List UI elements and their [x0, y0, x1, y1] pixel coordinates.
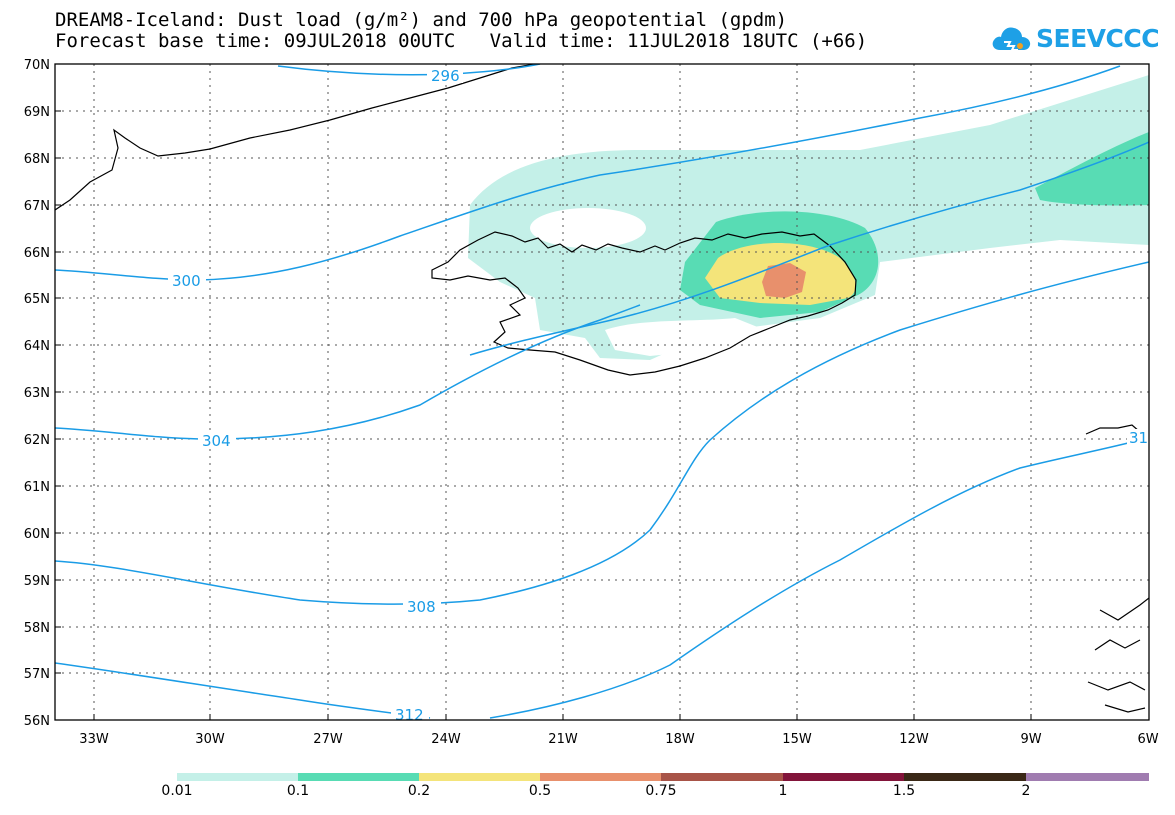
lat-label: 65N [24, 292, 50, 307]
greenland-coast [55, 64, 536, 211]
lat-label: 66N [24, 246, 50, 261]
colorbar-label: 0.75 [645, 783, 677, 799]
lat-label: 63N [24, 386, 50, 401]
dust-region-0.1-east [1035, 132, 1149, 206]
dust-region-0.5 [762, 263, 806, 298]
lon-label: 9W [1020, 732, 1041, 747]
norway-coast [1085, 424, 1141, 435]
colorbar-swatch [661, 773, 783, 781]
lon-label: 6W [1137, 732, 1158, 747]
colorbar-swatch [419, 773, 541, 781]
lat-label: 69N [24, 105, 50, 120]
lat-label: 59N [24, 574, 50, 589]
lat-label: 58N [24, 621, 50, 636]
contour-label-296: 296 [431, 67, 460, 85]
lat-label: 61N [24, 480, 50, 495]
lat-label: 64N [24, 339, 50, 354]
contour-label-304: 304 [202, 432, 231, 450]
white-hole-south [605, 318, 760, 356]
colorbar-label: 0.01 [161, 783, 193, 799]
lat-label: 57N [24, 667, 50, 682]
map-title: DREAM8-Iceland: Dust load (g/m²) and 700… [55, 9, 788, 31]
white-hole [530, 208, 646, 248]
lat-label: 67N [24, 199, 50, 214]
colorbar-swatch [540, 773, 662, 781]
lat-label: 60N [24, 527, 50, 542]
gridlines [55, 64, 1149, 720]
colorbar-label: 1.5 [892, 783, 916, 799]
lat-label: 56N [24, 714, 50, 729]
contour-296 [277, 64, 541, 76]
contour-308 [55, 261, 1149, 605]
latitude-labels: 70N 69N 68N 67N 66N 65N 64N 63N 62N 61N … [24, 58, 50, 729]
lat-label: 68N [24, 152, 50, 167]
lon-label: 18W [665, 732, 695, 747]
lon-label: 21W [548, 732, 578, 747]
colorbar-label: 0.1 [286, 783, 310, 799]
contour-label-312: 312 [395, 706, 424, 724]
colorbar-label: 2 [1021, 783, 1031, 799]
lon-label: 12W [899, 732, 929, 747]
cloud-logo-icon [992, 27, 1031, 51]
contour-label-31: 31 [1129, 429, 1148, 447]
contour-label-308: 308 [407, 598, 436, 616]
colorbar-swatch [177, 773, 299, 781]
iceland-coast [431, 231, 857, 376]
logo-text: SEEVCCC [1036, 23, 1160, 53]
lon-label: 27W [313, 732, 343, 747]
lat-label: 62N [24, 433, 50, 448]
colorbar-label: 1 [778, 783, 788, 799]
scandinavia-coast [1087, 597, 1149, 713]
seevccc-logo: SEEVCCC [990, 20, 1160, 56]
lon-label: 33W [79, 732, 109, 747]
contour-312 [55, 439, 1141, 719]
lon-label: 15W [782, 732, 812, 747]
contour-304 [55, 304, 641, 440]
colorbar-swatch [783, 773, 905, 781]
colorbar-label: 0.2 [407, 783, 431, 799]
colorbar-swatch [298, 773, 420, 781]
contour-label-300: 300 [172, 272, 201, 290]
tick-marks [55, 63, 1032, 721]
lon-label: 24W [431, 732, 461, 747]
map-subtitle: Forecast base time: 09JUL2018 00UTC Vali… [55, 30, 868, 52]
lon-label: 30W [195, 732, 225, 747]
colorbar-swatch [1026, 773, 1149, 781]
coastlines [55, 64, 1149, 713]
colorbar-label: 0.5 [528, 783, 552, 799]
lat-label: 70N [24, 58, 50, 73]
colorbar-swatch [904, 773, 1026, 781]
longitude-labels: 33W 30W 27W 24W 21W 18W 15W 12W 9W 6W [79, 732, 1158, 747]
colorbar [177, 773, 1149, 781]
